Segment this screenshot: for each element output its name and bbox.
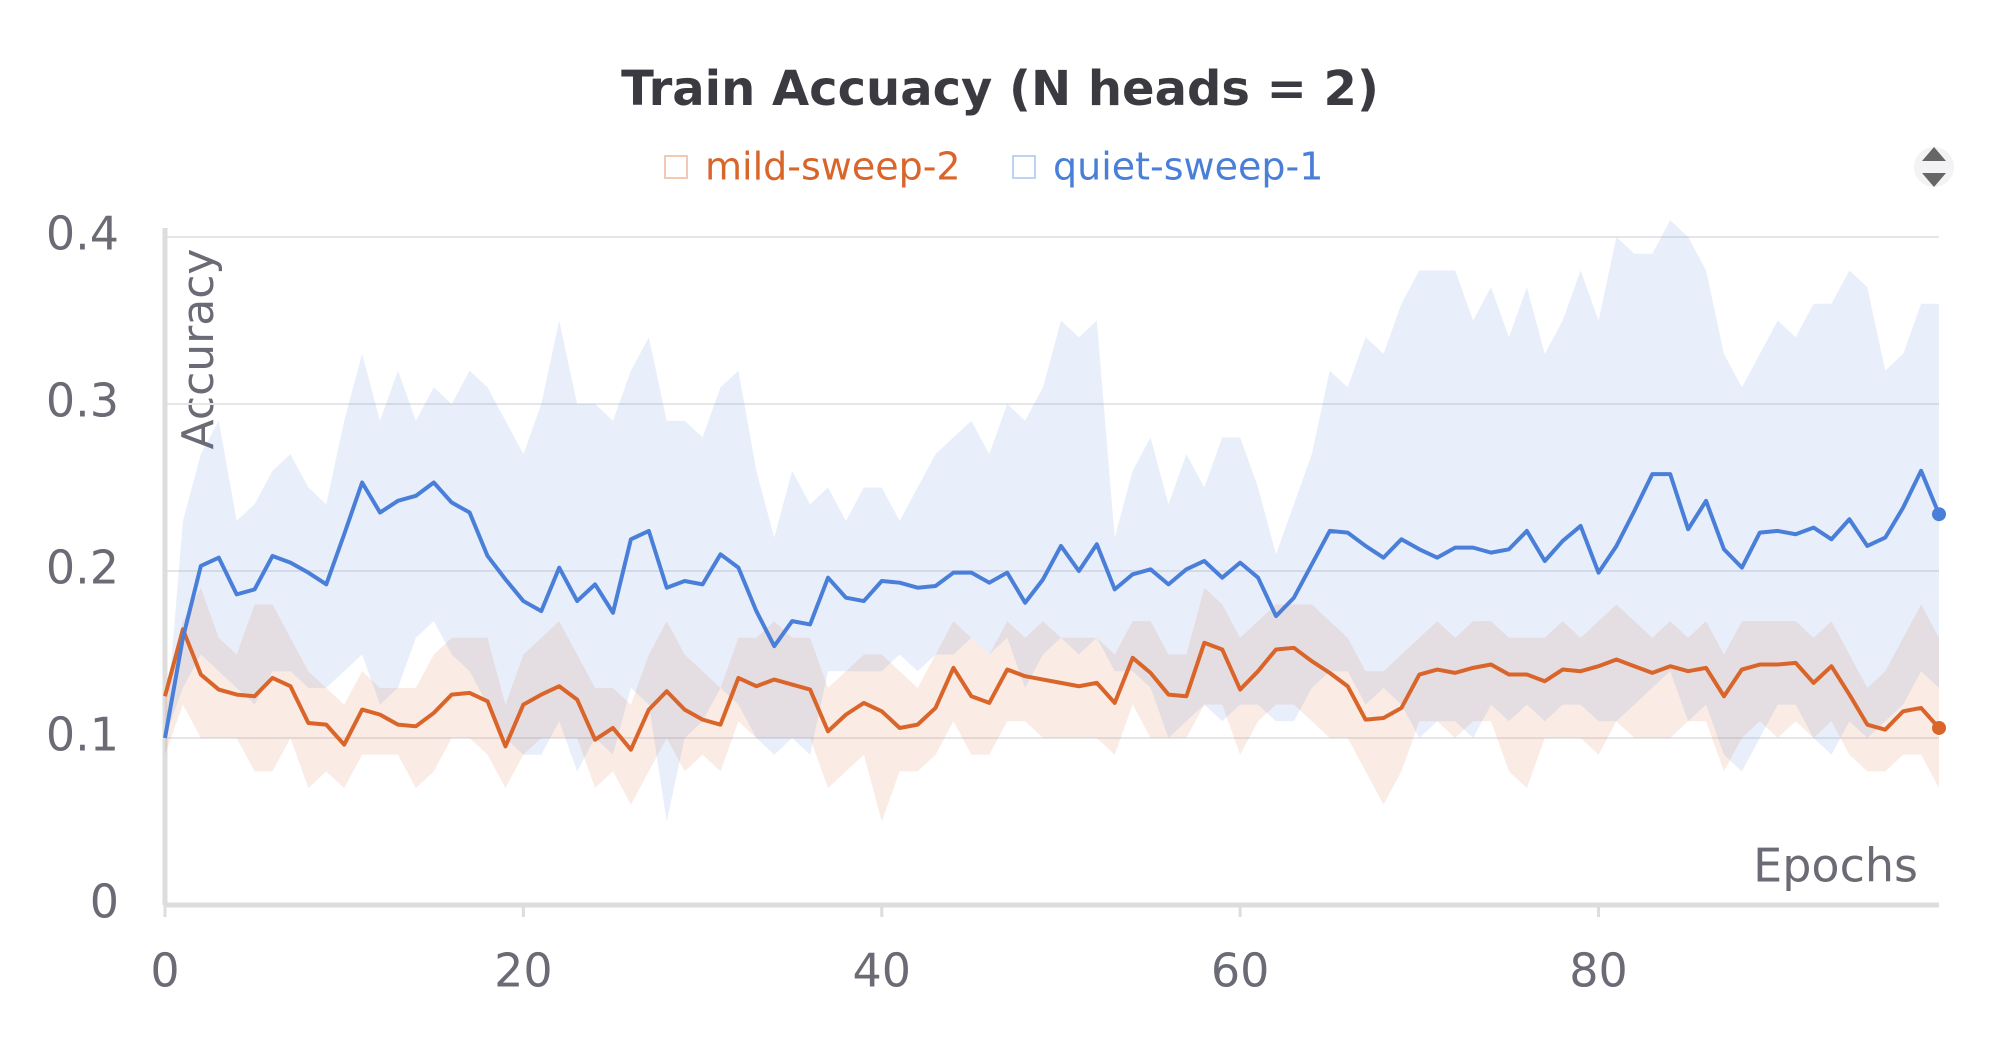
legend-swatch xyxy=(1012,155,1036,179)
legend-label: quiet-sweep-1 xyxy=(1053,145,1323,189)
end-point xyxy=(1932,507,1946,522)
legend-label: mild-sweep-2 xyxy=(705,145,961,189)
scroll-icon[interactable] xyxy=(1922,147,1946,187)
chart-title: Train Accuacy (N heads = 2) xyxy=(621,61,1379,117)
y-tick-label: 0.2 xyxy=(46,541,119,595)
scroll-bg[interactable] xyxy=(1914,147,1954,187)
x-tick-label: 60 xyxy=(1211,944,1270,998)
x-axis-title: Epochs xyxy=(1753,839,1918,893)
x-tick-label: 20 xyxy=(494,944,553,998)
series-line xyxy=(163,627,1941,752)
x-tick-label: 40 xyxy=(852,944,911,998)
y-tick-label: 0 xyxy=(90,875,119,929)
end-point xyxy=(1932,720,1946,735)
x-tick-label: 0 xyxy=(150,944,179,998)
range-band xyxy=(165,220,1939,822)
series-line xyxy=(163,468,1941,739)
y-tick-label: 0.1 xyxy=(46,708,119,762)
scroll-control[interactable] xyxy=(1914,147,1954,187)
range-band xyxy=(165,587,1939,822)
y-axis-title: Accuracy xyxy=(173,249,224,450)
y-tick-label: 0.4 xyxy=(46,207,119,261)
y-tick-label: 0.3 xyxy=(46,374,119,428)
legend-swatch xyxy=(664,155,688,179)
x-tick-label: 80 xyxy=(1569,944,1628,998)
